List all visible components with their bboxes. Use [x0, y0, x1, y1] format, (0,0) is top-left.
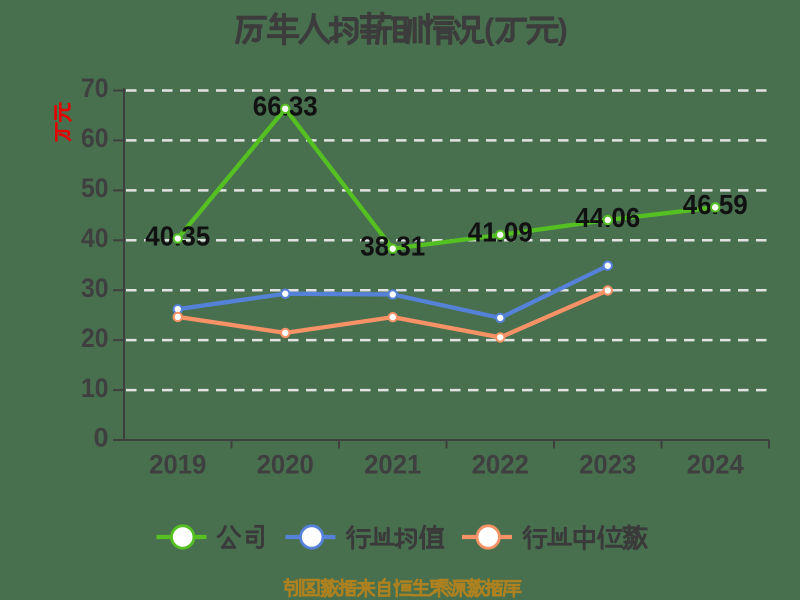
svg-text:): ) — [558, 11, 568, 46]
svg-text:2021: 2021 — [364, 450, 421, 480]
svg-text:10: 10 — [81, 373, 109, 403]
svg-text:2019: 2019 — [149, 450, 206, 480]
svg-text:30: 30 — [81, 273, 109, 303]
svg-text:40: 40 — [81, 223, 109, 253]
svg-text:2022: 2022 — [472, 450, 529, 480]
svg-text:60: 60 — [81, 123, 109, 153]
svg-text:50: 50 — [81, 173, 109, 203]
svg-text:2024: 2024 — [687, 450, 744, 480]
svg-text:2023: 2023 — [579, 450, 636, 480]
svg-text:0: 0 — [93, 423, 108, 453]
svg-text:(: ( — [484, 11, 495, 46]
svg-text:70: 70 — [81, 73, 109, 103]
svg-text:2020: 2020 — [257, 450, 314, 480]
svg-text:20: 20 — [81, 323, 109, 353]
